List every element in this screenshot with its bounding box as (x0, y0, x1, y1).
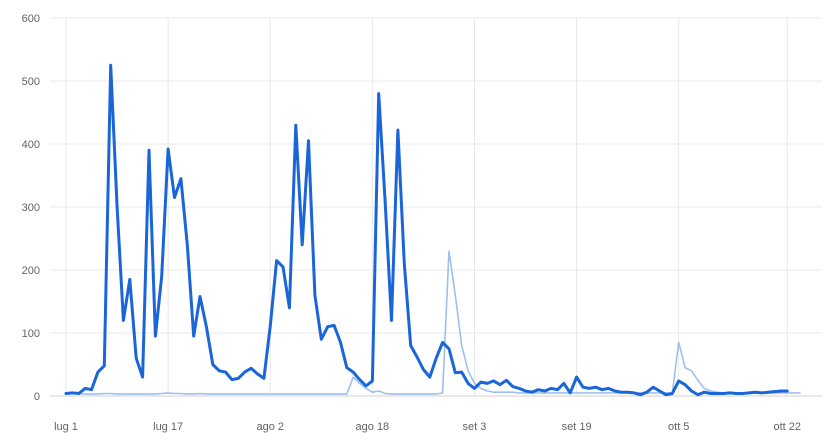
x-tick-label: lug 1 (54, 421, 78, 433)
grid-layer (50, 17, 822, 397)
x-tick-label: set 3 (463, 421, 487, 433)
y-tick-label: 600 (22, 13, 40, 25)
y-tick-label: 300 (22, 202, 40, 214)
series-line-primary (64, 63, 789, 397)
x-tick-label: ago 2 (256, 421, 284, 433)
y-tick-label: 400 (22, 139, 40, 151)
y-tick-label: 0 (34, 391, 40, 403)
x-tick-label: ago 18 (356, 421, 390, 433)
y-tick-label: 200 (22, 265, 40, 277)
y-tick-label: 500 (22, 76, 40, 88)
x-tick-label: ott 5 (668, 421, 689, 433)
axis-layer: 0 100 200 300 400 500 600 lug 1 lug 17 ago 2 ago 1… (22, 13, 801, 433)
x-tick-label: ott 22 (773, 421, 801, 433)
y-tick-label: 100 (22, 328, 40, 340)
x-tick-label: lug 17 (153, 421, 183, 433)
x-tick-label: set 19 (562, 421, 592, 433)
series-line-secondary (65, 250, 801, 395)
series-layer (64, 63, 801, 397)
